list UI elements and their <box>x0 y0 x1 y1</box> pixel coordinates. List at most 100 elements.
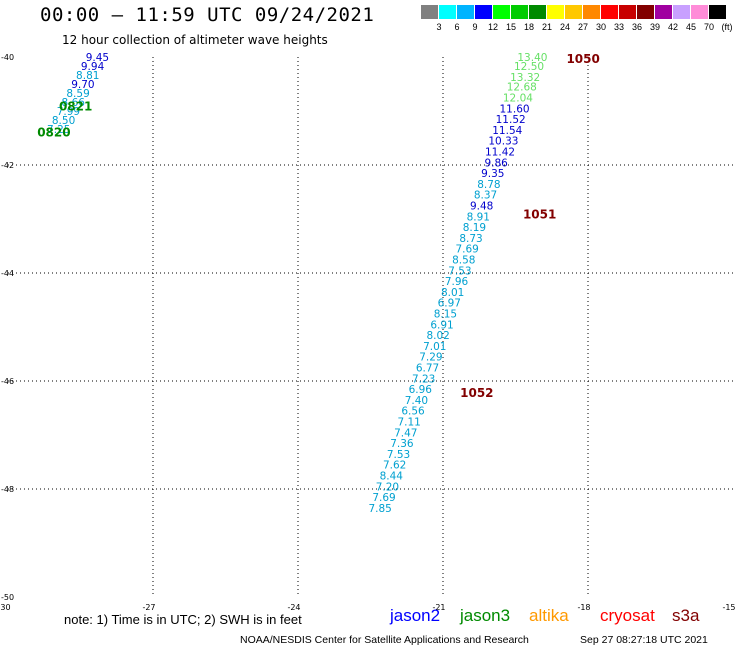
wave-height-label: 7.40 <box>405 395 428 407</box>
color-swatch <box>547 5 564 19</box>
wave-height-label: 8.81 <box>76 70 99 82</box>
color-swatch <box>691 5 708 19</box>
wave-height-label: 11.60 <box>500 103 530 115</box>
wave-height-label: 8.91 <box>467 211 490 223</box>
wave-height-label: 11.54 <box>492 125 522 137</box>
wave-height-labels: 9.459.948.819.708.598.667.998.507.25 13.4… <box>47 52 547 515</box>
credit-line: NOAA/NESDIS Center for Satellite Applica… <box>240 634 529 646</box>
wave-height-label: 8.15 <box>434 309 457 321</box>
color-scale-label: 15 <box>505 22 516 32</box>
color-swatch <box>511 5 528 19</box>
wave-height-label: 7.36 <box>390 438 414 450</box>
wave-height-label: 6.56 <box>401 406 425 418</box>
wave-height-label: 7.85 <box>368 503 391 515</box>
wave-height-label: 8.59 <box>66 88 89 100</box>
footer-note: note: 1) Time is in UTC; 2) SWH is in fe… <box>64 612 302 627</box>
color-scale-label: (ft) <box>721 22 733 32</box>
color-swatch <box>439 5 456 19</box>
color-swatch <box>529 5 546 19</box>
map-axes: -30 -27 -24 -21 -18 -15 -40 -42 -44 -46 -48 -50 <box>0 53 736 612</box>
pass-time-label: 1052 <box>460 386 493 400</box>
page-subtitle: 12 hour collection of altimeter wave hei… <box>62 33 328 47</box>
color-swatch <box>493 5 510 19</box>
color-swatch <box>655 5 672 19</box>
wave-height-label: 11.42 <box>485 147 515 159</box>
wave-height-label: 8.73 <box>459 233 482 245</box>
color-scale-label: 3 <box>436 22 442 32</box>
wave-height-label: 7.53 <box>387 449 410 461</box>
color-swatch <box>421 5 438 19</box>
wave-height-label: 8.50 <box>52 115 75 127</box>
wave-height-label: 6.96 <box>409 384 433 396</box>
wave-height-label: 8.02 <box>426 330 449 342</box>
satellite-legend-jason2: jason2 <box>390 606 441 625</box>
wave-height-label: 7.96 <box>445 276 469 288</box>
wave-height-label: 6.77 <box>416 363 439 375</box>
color-scale-label: 12 <box>487 22 498 32</box>
pass-time-label: 1051 <box>523 208 556 222</box>
wave-height-label: 8.66 <box>62 97 86 109</box>
wave-height-label: 13.40 <box>517 52 547 64</box>
wave-height-label: 13.32 <box>510 72 540 84</box>
color-swatch <box>457 5 474 19</box>
map-gridlines <box>8 57 733 597</box>
wave-height-label: 8.01 <box>441 287 464 299</box>
color-scale-label: 6 <box>454 22 460 32</box>
wave-height-label: 7.53 <box>448 265 471 277</box>
wave-height-label: 8.37 <box>474 190 497 202</box>
generation-timestamp: Sep 27 08:27:18 UTC 2021 <box>580 634 708 646</box>
wave-height-label: 8.19 <box>463 222 486 234</box>
y-tick-label: -42 <box>1 161 14 170</box>
wave-height-label: 7.69 <box>372 492 395 504</box>
wave-height-label: 8.58 <box>452 255 475 267</box>
pass-time-label: 1050 <box>566 52 599 66</box>
color-swatch <box>565 5 582 19</box>
wave-height-label: 9.94 <box>81 61 105 73</box>
y-tick-label: -48 <box>1 485 14 494</box>
color-swatch <box>475 5 492 19</box>
color-swatch <box>583 5 600 19</box>
color-scale-label: 70 <box>703 22 714 32</box>
color-scale-label: 30 <box>595 22 606 32</box>
color-scale-label: 21 <box>541 22 552 32</box>
wave-height-label: 7.69 <box>455 244 478 256</box>
wave-height-label: 11.52 <box>496 114 526 126</box>
pass-time-labels: 0821 0820 1050 1051 1052 <box>37 52 600 400</box>
color-scale-label: 36 <box>631 22 642 32</box>
color-scale-label: 24 <box>559 22 570 32</box>
satellite-legend-s3a: s3a <box>672 606 700 625</box>
wave-height-label: 9.70 <box>71 79 94 91</box>
wave-height-label: 6.91 <box>430 319 453 331</box>
color-scale-label: 39 <box>649 22 660 32</box>
x-tick-label: -30 <box>0 603 11 612</box>
wave-height-label: 7.25 <box>47 124 70 136</box>
wave-height-label: 9.48 <box>470 201 493 213</box>
color-swatch <box>673 5 690 19</box>
wave-height-label: 10.33 <box>488 136 518 148</box>
wave-height-label: 12.50 <box>514 61 544 73</box>
color-scale-label: 42 <box>667 22 678 32</box>
color-swatch <box>637 5 654 19</box>
color-scale-label: 27 <box>577 22 588 32</box>
satellite-legend-altika: altika <box>529 606 569 625</box>
x-tick-label: -21 <box>432 603 445 612</box>
color-scale-label: 9 <box>472 22 478 32</box>
wave-height-label: 12.68 <box>507 82 537 94</box>
wave-height-label: 7.01 <box>423 341 446 353</box>
color-scale-label: 18 <box>523 22 534 32</box>
wave-height-label: 9.45 <box>86 52 109 64</box>
wave-height-label: 8.78 <box>477 179 500 191</box>
color-scale-label: 33 <box>613 22 624 32</box>
page-title: 00:00 – 11:59 UTC 09/24/2021 <box>40 4 375 26</box>
x-tick-label: -27 <box>142 603 155 612</box>
color-swatch <box>709 5 726 19</box>
x-tick-label: -18 <box>577 603 590 612</box>
wave-height-label: 7.29 <box>419 352 442 364</box>
wave-height-label: 7.47 <box>394 427 417 439</box>
wave-height-label: 12.04 <box>503 93 533 105</box>
wave-height-label: 7.62 <box>383 460 406 472</box>
color-scale-label: 45 <box>685 22 696 32</box>
satellite-legend-jason3: jason3 <box>460 606 511 625</box>
wave-height-label: 7.20 <box>376 481 399 493</box>
